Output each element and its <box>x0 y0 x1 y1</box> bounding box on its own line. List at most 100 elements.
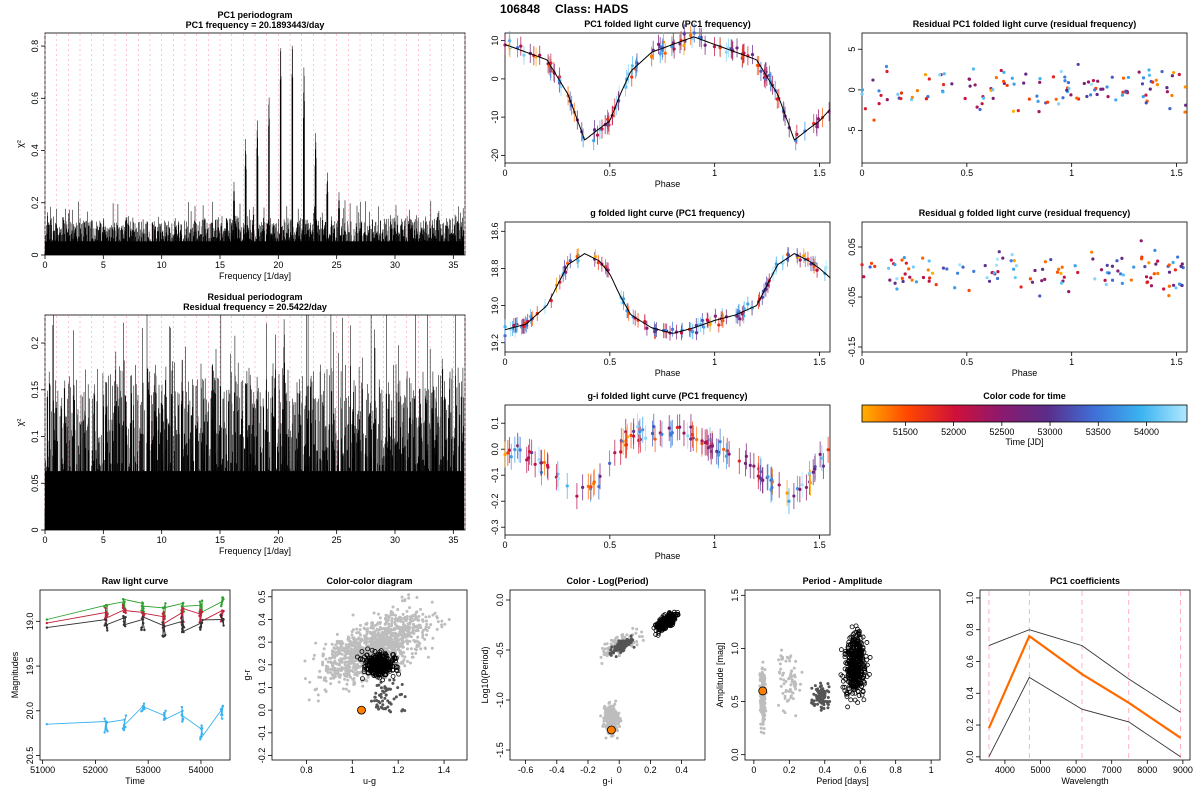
scatter-point <box>761 682 765 686</box>
data-point <box>748 463 752 467</box>
light-curve-point <box>45 621 49 625</box>
data-point <box>1014 264 1019 268</box>
y-tick-label: 20.5 <box>25 747 35 765</box>
color-bar <box>861 404 1188 423</box>
data-point <box>1055 270 1060 274</box>
scatter-point <box>819 705 823 709</box>
scatter-point <box>826 696 830 700</box>
y-tick-label: 5 <box>847 47 857 52</box>
plot-frame <box>509 589 706 761</box>
light-curve-point <box>104 622 107 625</box>
scatter-point <box>860 658 866 664</box>
scatter-point <box>394 613 398 617</box>
plot-frame <box>271 589 468 761</box>
scatter-point <box>333 675 337 679</box>
scatter-point <box>626 638 630 642</box>
plot-frame <box>861 221 1188 353</box>
scatter-point <box>443 622 447 626</box>
scatter-point <box>346 637 350 641</box>
data-point <box>1167 294 1171 298</box>
scatter-point <box>759 726 763 730</box>
data-point <box>987 279 992 283</box>
light-curve-point <box>140 609 143 612</box>
y-tick-label: -0.2 <box>257 748 267 764</box>
scatter-point <box>608 700 612 704</box>
scatter-point <box>303 677 307 681</box>
data-point <box>873 264 877 268</box>
scatter-point <box>625 633 629 637</box>
scatter-point <box>353 665 357 669</box>
scatter-point <box>388 687 392 691</box>
scatter-point <box>341 687 345 691</box>
data-point <box>868 265 872 269</box>
scatter-point <box>862 663 868 669</box>
scatter-point <box>377 652 383 658</box>
scatter-point <box>329 667 333 671</box>
data-point <box>1170 93 1174 98</box>
scatter-point <box>431 636 435 640</box>
data-point <box>1043 260 1047 264</box>
scatter-point <box>798 682 802 686</box>
scatter-point <box>860 634 866 640</box>
scatter-point <box>343 677 347 681</box>
chart-gi_folded: g-i folded light curve (PC1 frequency) 0 0… <box>490 391 831 561</box>
object-id: 106848 <box>500 2 540 16</box>
scatter-point <box>380 706 384 710</box>
scatter-point <box>792 684 796 688</box>
scatter-point <box>413 617 417 621</box>
light-curve-point <box>199 603 203 606</box>
data-point <box>700 318 704 322</box>
data-point <box>895 287 899 291</box>
scatter-point <box>346 647 350 651</box>
data-point <box>1126 75 1131 80</box>
data-point <box>901 279 905 284</box>
scatter-point <box>783 697 787 701</box>
scatter-point <box>838 672 844 678</box>
light-curve-point <box>121 602 125 605</box>
scatter-point <box>611 719 615 723</box>
x-tick-label: 0 <box>502 540 507 550</box>
data-point <box>980 102 984 106</box>
y-tick-label: -10 <box>490 111 500 124</box>
data-point <box>1176 255 1180 259</box>
data-point <box>994 263 999 267</box>
data-point <box>705 441 709 445</box>
scatter-point <box>316 699 320 703</box>
data-point <box>1153 248 1157 252</box>
scatter-point <box>421 633 425 637</box>
scatter-point <box>854 642 859 648</box>
scatter-point <box>376 633 380 637</box>
data-point <box>670 44 674 49</box>
scatter-point <box>838 647 844 653</box>
data-point <box>1152 272 1156 276</box>
data-point <box>706 319 710 323</box>
light-curve-point <box>121 604 125 607</box>
x-tick-label: 7000 <box>1102 765 1122 775</box>
scatter-point <box>864 662 870 668</box>
light-curve-point <box>122 610 126 614</box>
scatter-point <box>378 622 382 626</box>
data-point <box>623 85 628 89</box>
scatter-point <box>340 660 344 664</box>
scatter-point <box>813 684 817 688</box>
scatter-point <box>404 634 408 638</box>
scatter-point <box>607 711 611 715</box>
scatter-point <box>600 646 604 650</box>
scatter-point <box>403 627 407 631</box>
data-point <box>1046 100 1050 104</box>
scatter-point <box>401 654 405 658</box>
data-point <box>1121 273 1125 277</box>
scatter-point <box>819 689 823 693</box>
scatter-point <box>859 661 865 666</box>
data-point <box>1038 80 1042 84</box>
scatter-point <box>389 658 395 664</box>
x-tick-label: 35 <box>448 260 458 270</box>
scatter-point <box>354 638 358 642</box>
y-tick-label: 0.0 <box>965 751 975 764</box>
scatter-point <box>329 682 333 686</box>
x-tick-label: 25 <box>332 535 342 545</box>
scatter-point <box>351 659 355 663</box>
scatter-point <box>403 664 407 668</box>
data-point <box>653 437 657 441</box>
